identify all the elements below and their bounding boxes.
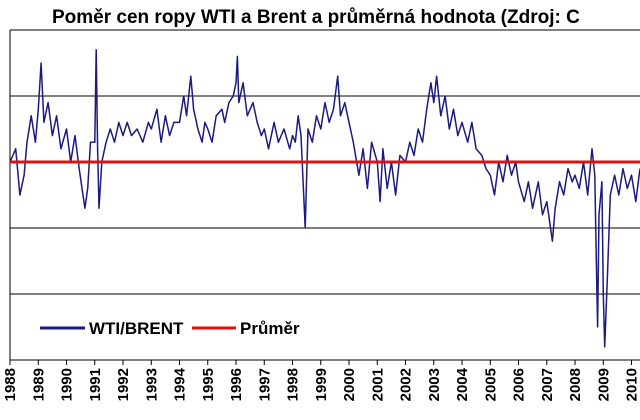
chart-title: Poměr cen ropy WTI a Brent a průměrná ho… — [52, 7, 580, 28]
x-tick-label-2006: 2006 — [511, 368, 528, 401]
x-tick-label-1991: 1991 — [87, 368, 104, 401]
x-tick-label-2000: 2000 — [341, 368, 358, 401]
x-tick-label-1992: 1992 — [115, 368, 132, 401]
x-tick-label-2008: 2008 — [567, 368, 584, 401]
x-tick-label-1988: 1988 — [2, 368, 19, 401]
x-tick-label-1989: 1989 — [30, 368, 47, 401]
series-group — [9, 49, 640, 348]
x-tick-label-2010: 2010 — [624, 368, 640, 401]
x-tick-label-1993: 1993 — [143, 368, 160, 401]
x-tick-label-1990: 1990 — [59, 368, 76, 401]
x-tick-label-1997: 1997 — [256, 368, 273, 401]
x-ticks: 1988 1989 1990 1991 1992 1993 1994 1995 1996 1997… — [2, 360, 640, 401]
x-tick-label-1998: 1998 — [285, 368, 302, 401]
x-tick-label-1994: 1994 — [172, 367, 189, 401]
x-tick-label-1999: 1999 — [313, 368, 330, 401]
x-tick-label-2007: 2007 — [539, 368, 556, 401]
series-line-wti-brent — [9, 49, 640, 348]
legend-label-wti-brent: WTI/BRENT — [89, 319, 184, 338]
x-tick-label-2005: 2005 — [482, 368, 499, 401]
legend-label-prumer: Průměr — [240, 319, 300, 338]
x-tick-label-2003: 2003 — [426, 368, 443, 401]
x-tick-label-2002: 2002 — [398, 368, 415, 401]
x-tick-label-2001: 2001 — [369, 368, 386, 401]
x-tick-label-2009: 2009 — [595, 368, 612, 401]
x-tick-label-2004: 2004 — [454, 367, 471, 401]
x-tick-label-1996: 1996 — [228, 368, 245, 401]
x-tick-label-1995: 1995 — [200, 368, 217, 401]
legend: WTI/BRENT Průměr — [40, 319, 300, 338]
